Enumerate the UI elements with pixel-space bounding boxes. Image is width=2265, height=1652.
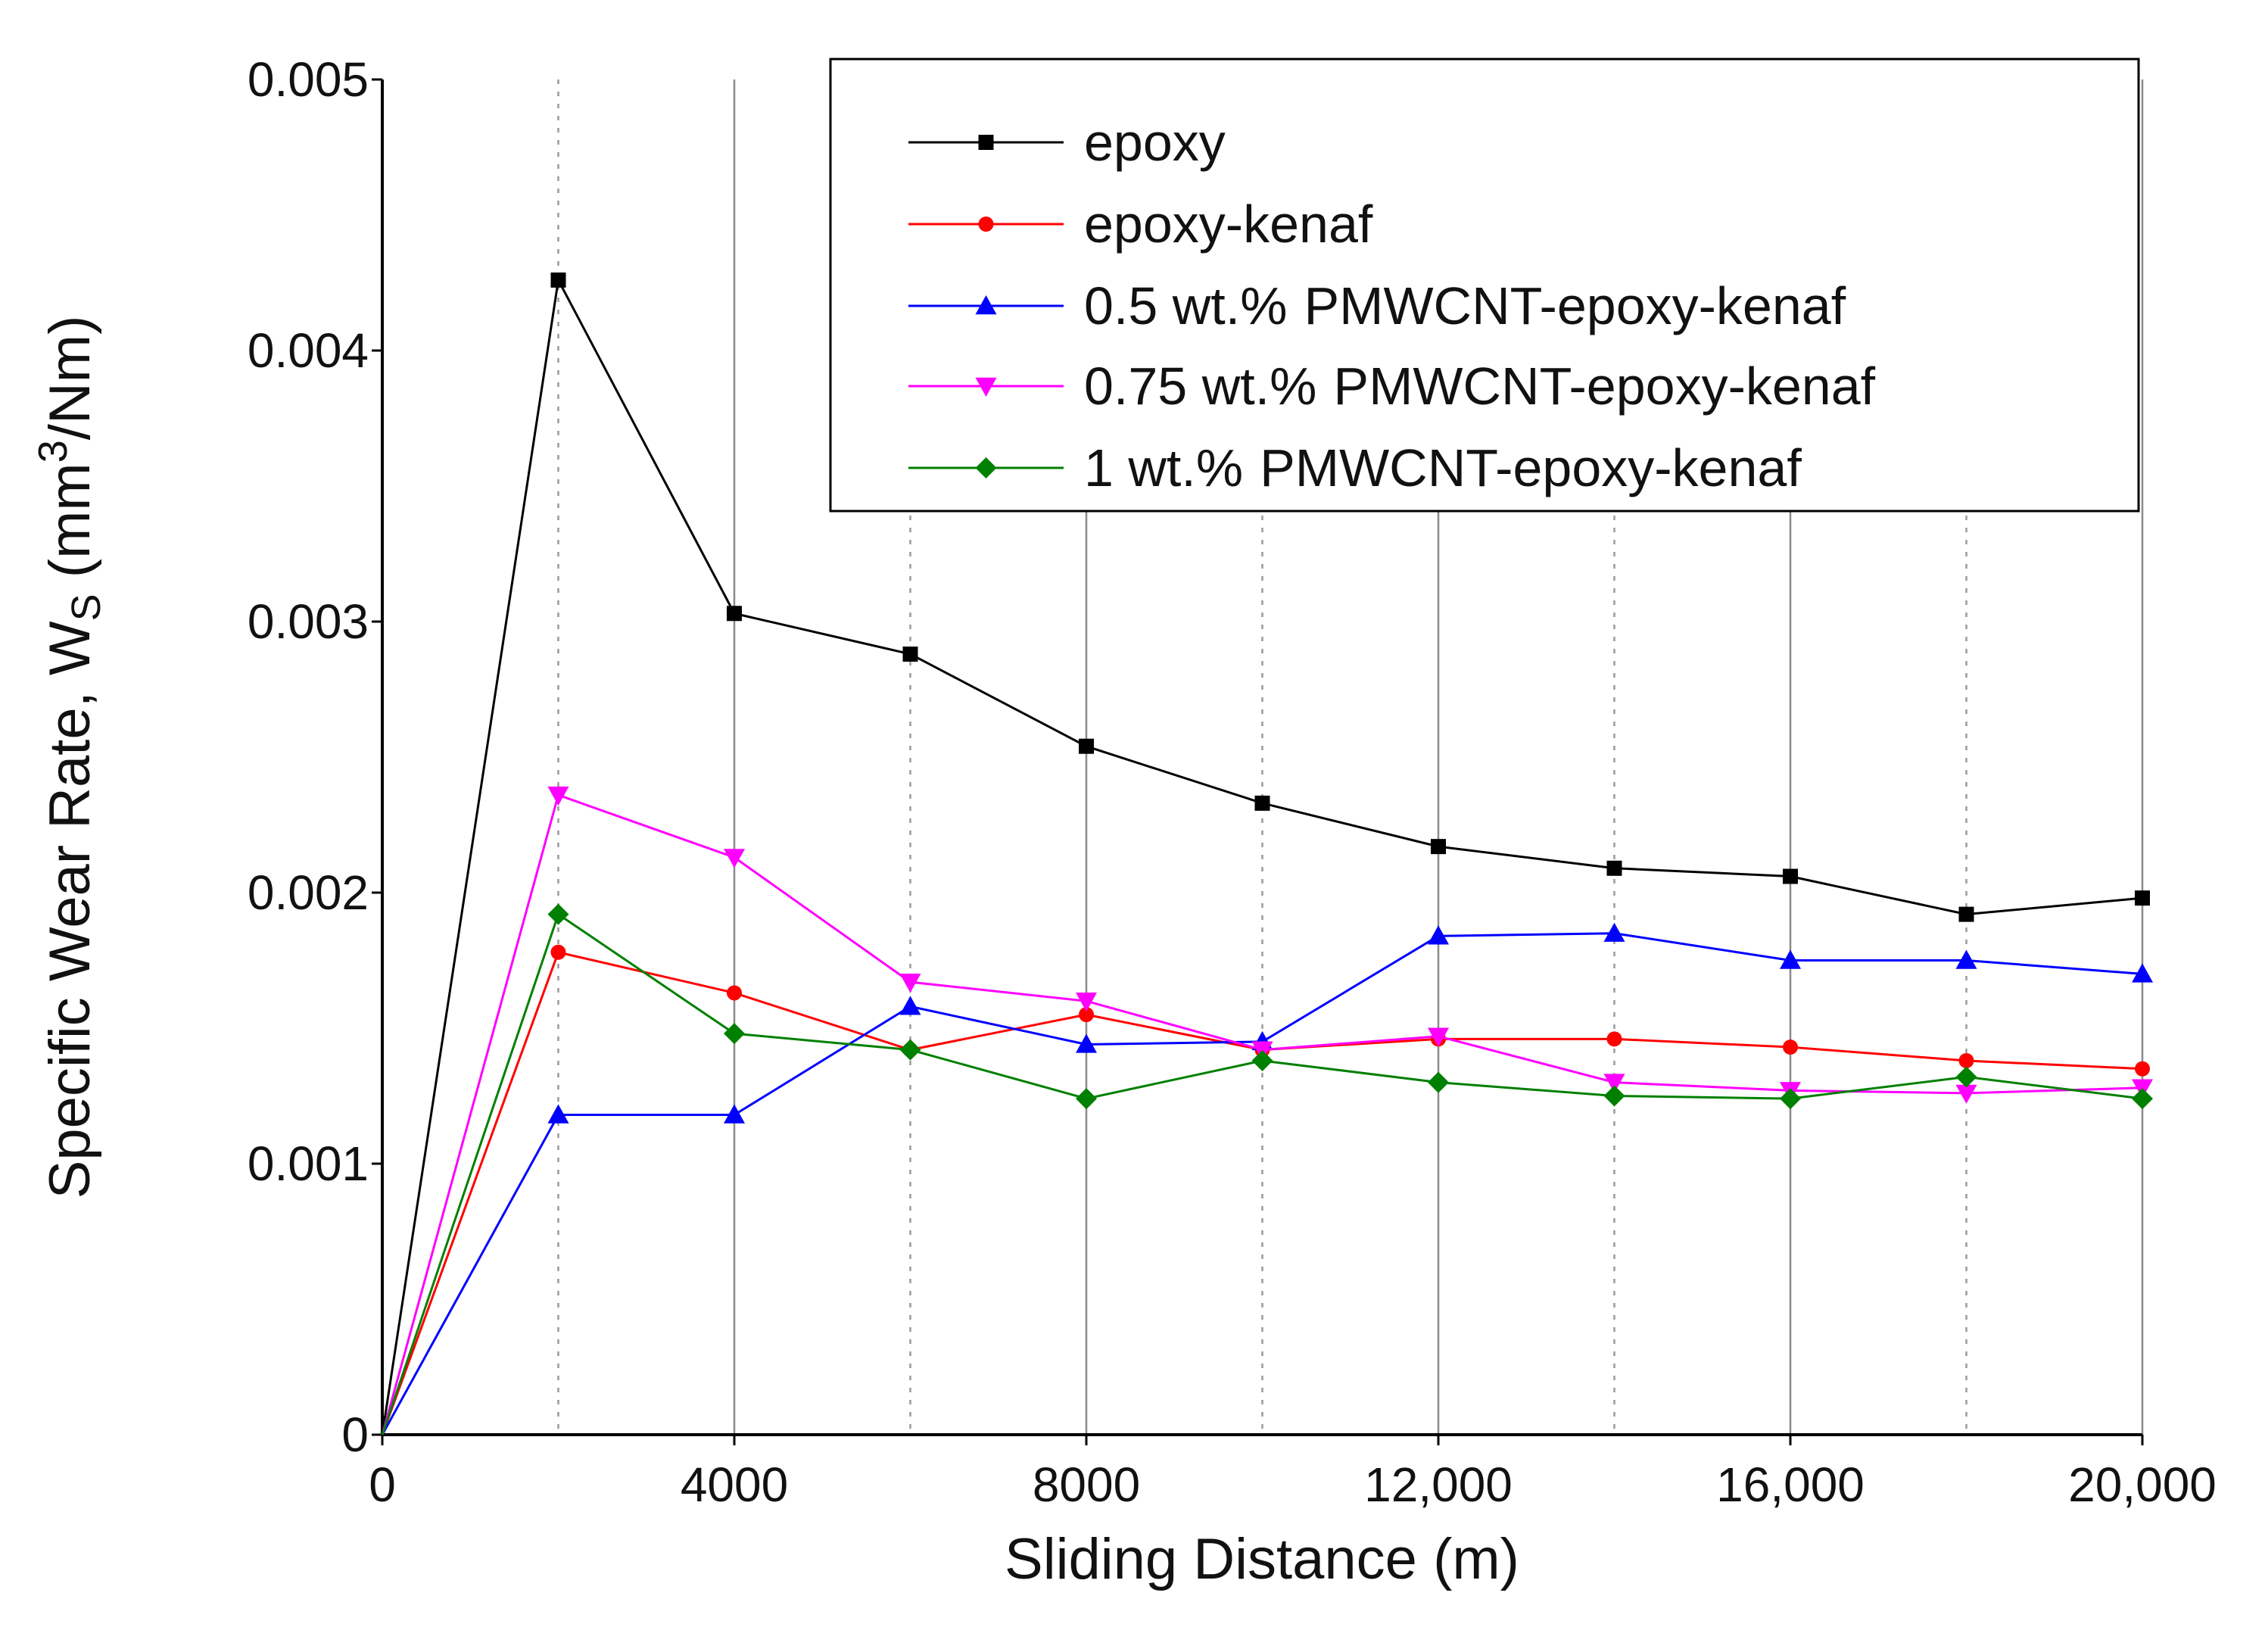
data-point [2135,890,2150,906]
data-point [1076,1033,1097,1053]
legend-swatch-marker [978,217,994,232]
legend-swatch-marker [975,457,997,478]
data-point [550,272,566,288]
x-tick-label: 12,000 [1364,1457,1513,1512]
data-point [1958,1052,1974,1068]
legend-label-part: 0.5 wt.% [1084,276,1287,335]
data-point [1606,1031,1622,1047]
data-point [1251,1049,1273,1071]
legend-swatch-marker [975,377,997,397]
data-point [547,786,569,806]
data-point [902,646,918,662]
data-point [1955,949,1977,969]
data-point [2135,1061,2150,1077]
x-tick-label: 16,000 [1716,1457,1865,1512]
data-point [1783,1040,1798,1055]
data-point [724,1023,745,1045]
data-point [1079,738,1094,754]
data-point [1603,922,1625,942]
y-axis-title-prefix: Specific Wear Rate, W [38,621,102,1198]
data-point [727,985,742,1001]
x-tick-label: 8000 [1033,1457,1140,1512]
data-point [1076,1088,1097,1110]
data-point [547,1104,569,1124]
y-tick-label: 0.002 [248,865,369,920]
legend-entry: 1 wt.% PMWCNT-epoxy-kenaf [908,438,1802,497]
x-axis-title: Sliding Distance (m) [1005,1527,1519,1591]
data-point [1603,1085,1625,1107]
legend-label-part: PMWCNT-epoxy-kenaf [1333,357,1875,416]
legend-label: epoxy-kenaf [1084,195,1373,254]
y-axis-title-superscript: 3 [30,440,76,463]
data-point [1955,1084,1977,1104]
y-tick-label: 0.001 [248,1136,369,1191]
data-point [727,606,742,622]
data-point [1780,1088,1801,1110]
y-tick-label: 0.003 [248,594,369,649]
data-point [1958,906,1974,922]
data-point [1606,860,1622,876]
data-point [1254,795,1270,811]
legend-label-part: PMWCNT-epoxy-kenaf [1304,276,1846,335]
legend-label: 0.5 wt.% PMWCNT-epoxy-kenaf [1084,276,1846,335]
data-point [1431,839,1446,855]
legend-label: epoxy [1084,113,1226,172]
data-point [899,996,921,1015]
x-tick-label: 4000 [681,1457,788,1512]
data-point [550,944,566,960]
y-tick-label: 0.004 [248,323,369,378]
legend-label: 1 wt.% PMWCNT-epoxy-kenaf [1084,438,1802,497]
data-point [1780,949,1801,969]
legend-swatch-marker [978,135,994,150]
legend-entry: epoxy [908,113,1226,172]
data-point [2132,963,2153,983]
legend-label: 0.75 wt.% PMWCNT-epoxy-kenaf [1084,357,1876,416]
legend-label-part: epoxy [1084,113,1226,172]
data-point [1079,1007,1094,1023]
y-axis-title: Specific Wear Rate, WS (mm3/Nm) [30,316,109,1199]
legend-entry: 0.5 wt.% PMWCNT-epoxy-kenaf [908,276,1846,335]
data-point [547,903,569,925]
y-tick-label: 0.005 [248,52,369,107]
data-point [1955,1066,1977,1088]
legend: epoxy epoxy-kenaf 0.5 wt.% PMWCNT-epoxy-ken… [829,58,2140,513]
y-tick-label: 0 [341,1407,369,1462]
y-axis-title-unit-open: (mm [38,463,102,594]
y-axis-title-unit-close: /Nm) [38,316,102,441]
legend-label-part: PMWCNT-epoxy-kenaf [1260,438,1802,497]
data-point [724,849,745,868]
data-point [899,1039,921,1061]
legend-label-part: epoxy-kenaf [1084,195,1373,254]
x-tick-label: 20,000 [2068,1457,2217,1512]
data-point [2132,1088,2153,1110]
data-point [1428,1027,1449,1047]
data-point [724,1104,745,1124]
legend-entry: epoxy-kenaf [908,195,1373,254]
data-point [1076,993,1097,1012]
data-point [1428,1071,1449,1093]
series-1 [381,272,2150,1435]
data-point [1603,1074,1625,1093]
data-point [1783,868,1798,884]
tick-layer: 0 0.001 0.002 0.003 0.004 0.005 0 4000 8000 12,00… [248,52,2217,1512]
legend-entry: 0.75 wt.% PMWCNT-epoxy-kenaf [908,357,1876,416]
legend-items: epoxy epoxy-kenaf 0.5 wt.% PMWCNT-epoxy-ken… [908,113,1876,497]
legend-label-part: 1 wt.% [1084,438,1243,497]
data-point [899,973,921,993]
x-tick-label: 0 [369,1457,396,1512]
series-5 [381,903,2153,1435]
data-point [1428,925,1449,945]
legend-swatch-marker [975,295,997,315]
axes-layer [381,79,2142,1436]
legend-label-part: 0.75 wt.% [1084,357,1316,416]
legend-box [829,58,2140,513]
series-layer [381,272,2153,1435]
y-axis-title-subscript: S [64,594,109,621]
